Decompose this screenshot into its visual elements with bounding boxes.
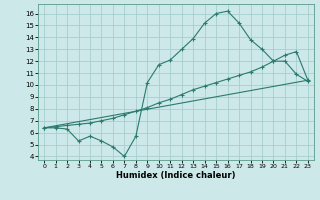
X-axis label: Humidex (Indice chaleur): Humidex (Indice chaleur): [116, 171, 236, 180]
